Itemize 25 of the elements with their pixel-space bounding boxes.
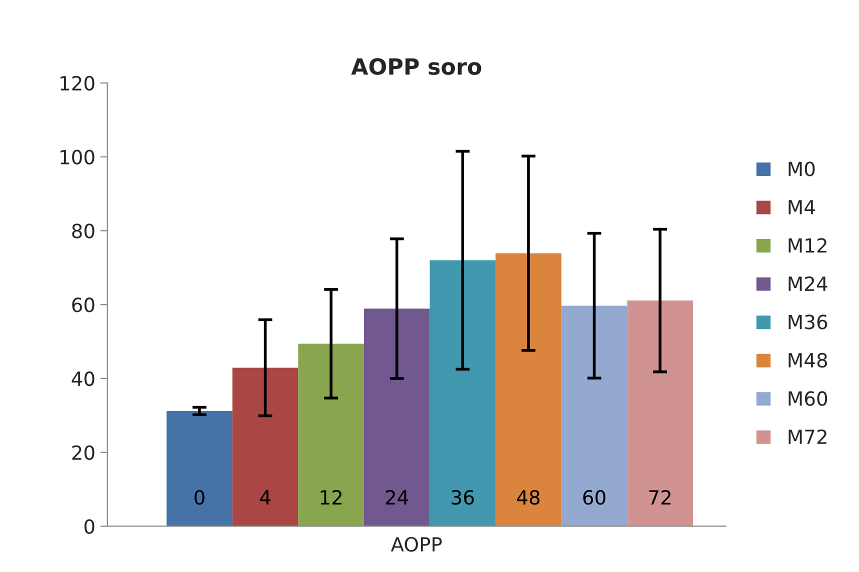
x-tick-label: 0 bbox=[194, 490, 204, 505]
x-tick-label: 36 bbox=[452, 490, 474, 505]
legend-label: M36 bbox=[788, 314, 828, 330]
x-tick-label: 48 bbox=[517, 490, 540, 505]
legend-label: M4 bbox=[788, 200, 815, 214]
legend-label: M72 bbox=[788, 429, 826, 444]
y-tick-label: 60 bbox=[72, 298, 94, 312]
y-tick-label: 40 bbox=[72, 371, 94, 386]
y-tick-label: 0 bbox=[84, 519, 94, 534]
x-tick-label: 24 bbox=[386, 490, 408, 504]
y-tick-label: 20 bbox=[72, 445, 94, 460]
chart-title: AOPP soro bbox=[351, 58, 482, 75]
x-tick-label: 12 bbox=[320, 490, 342, 504]
legend-label: M12 bbox=[788, 238, 826, 253]
x-tick-label: 4 bbox=[260, 490, 270, 504]
x-axis-title: AOPP bbox=[390, 537, 442, 552]
legend-label: M48 bbox=[788, 352, 828, 368]
x-tick-label: 72 bbox=[649, 490, 670, 504]
y-tick-label: 120 bbox=[60, 76, 94, 91]
x-tick-label: 60 bbox=[583, 490, 606, 505]
legend-label: M60 bbox=[788, 391, 828, 406]
y-tick-label: 80 bbox=[72, 224, 94, 238]
legend-label: M24 bbox=[788, 276, 828, 291]
legend-label: M0 bbox=[788, 162, 815, 176]
y-tick-label: 100 bbox=[60, 150, 94, 164]
